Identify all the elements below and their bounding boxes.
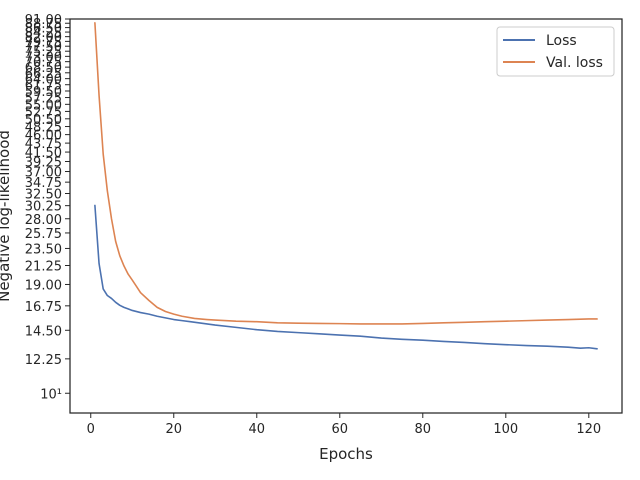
x-axis-label: Epochs <box>319 445 373 463</box>
y-tick-label: 82.00 <box>25 31 62 46</box>
y-tick-label: 55.00 <box>25 98 62 113</box>
x-tick-label: 0 <box>87 422 95 437</box>
y-tick-label: 66.25 <box>25 67 62 82</box>
y-tick-label: 52.75 <box>25 105 62 120</box>
y-tick-label: 70.75 <box>25 56 62 71</box>
x-axis-ticks: 0 20 40 60 80 100 120 <box>87 413 601 437</box>
y-tick-label: 16.75 <box>25 300 62 315</box>
series-line-val-loss <box>94 21 598 325</box>
legend-label-val-loss: Val. loss <box>546 55 603 71</box>
x-tick-label: 60 <box>332 422 349 437</box>
y-tick-label: 86.50 <box>25 22 62 37</box>
x-tick-label: 40 <box>248 422 265 437</box>
y-tick-label: 34.75 <box>25 176 62 191</box>
y-axis-ticks: 10¹ 12.25 14.50 16.75 19.00 21.25 23.5025.7528… <box>25 13 70 402</box>
y-tick-label: 91.00 <box>25 13 62 28</box>
y-tick-label: 41.50 <box>25 146 62 161</box>
y-tick-label: 88.75 <box>25 17 62 32</box>
x-tick-label: 20 <box>165 422 182 437</box>
y-tick-label: 30.25 <box>25 200 62 215</box>
y-tick-label: 21.25 <box>25 260 62 275</box>
y-tick-label: 77.50 <box>25 40 62 55</box>
y-tick-label: 19.00 <box>25 278 62 293</box>
y-tick-label: 64.00 <box>25 73 62 88</box>
y-tick-label: 68.50 <box>25 61 62 76</box>
y-tick-label: 75.25 <box>25 45 62 60</box>
y-axis-label: Negative log-likelihood <box>0 130 13 302</box>
y-tick-label: 37.00 <box>25 166 62 181</box>
series-line-loss <box>94 204 598 350</box>
y-tick-label: 39.25 <box>25 156 62 171</box>
x-tick-label: 100 <box>493 422 518 437</box>
y-tick-label: 73.00 <box>25 50 62 65</box>
y-tick-label: 12.25 <box>25 353 62 368</box>
x-tick-label: 120 <box>576 422 601 437</box>
y-tick-label: 79.75 <box>25 35 62 50</box>
y-tick-label: 28.00 <box>25 213 62 228</box>
y-tick-label: 84.25 <box>25 26 62 41</box>
y-tick-label: 48.25 <box>25 121 62 136</box>
y-tick-label: 57.25 <box>25 92 62 107</box>
y-tick-label: 61.75 <box>25 79 62 94</box>
series-layer <box>94 21 598 350</box>
y-tick-label: 25.75 <box>25 227 62 242</box>
y-tick-label: 23.50 <box>25 242 62 257</box>
y-tick-label: 32.50 <box>25 187 62 202</box>
y-tick-label: 14.50 <box>25 324 62 339</box>
x-tick-label: 80 <box>415 422 432 437</box>
legend: Loss Val. loss <box>496 26 615 77</box>
y-tick-label: 59.50 <box>25 85 62 100</box>
y-tick-label: 10¹ <box>40 387 62 402</box>
y-tick-label: 43.75 <box>25 137 62 152</box>
legend-label-loss: Loss <box>546 33 577 49</box>
plot-area <box>69 18 623 414</box>
y-tick-label: 50.50 <box>25 113 62 128</box>
y-tick-label: 46.00 <box>25 129 62 144</box>
